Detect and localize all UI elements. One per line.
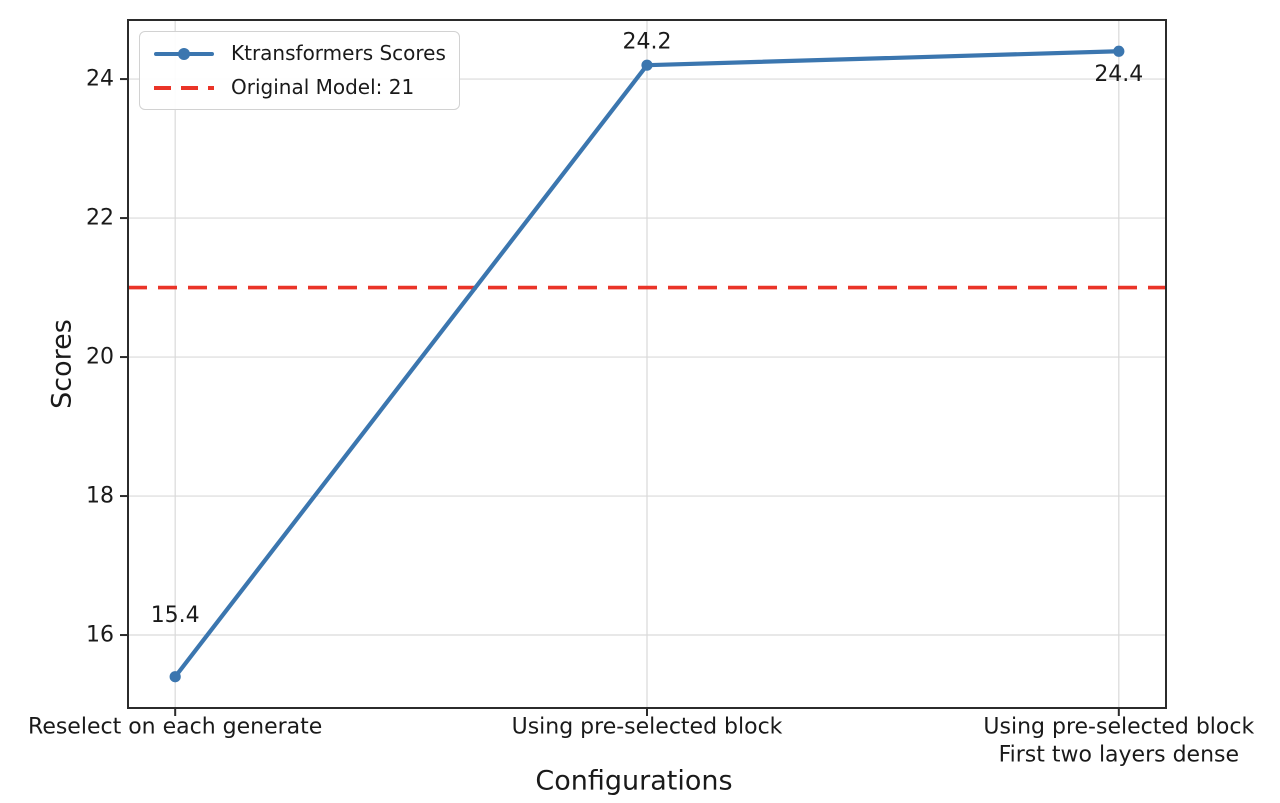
x-tick-label: Using pre-selected block bbox=[512, 715, 783, 740]
legend-line-marker-sample-icon bbox=[154, 41, 214, 66]
x-tick-label: Using pre-selected block bbox=[983, 715, 1254, 740]
x-tick-label: Reselect on each generate bbox=[28, 715, 322, 740]
data-point-marker bbox=[1113, 45, 1125, 57]
data-label: 15.4 bbox=[151, 603, 200, 628]
y-tick-label: 22 bbox=[86, 206, 114, 231]
legend-item-original-model: Original Model: 21 bbox=[154, 75, 446, 100]
legend-item-ktransformers-scores: Ktransformers Scores bbox=[154, 41, 446, 66]
legend-dashed-line-sample-icon bbox=[154, 75, 214, 100]
legend-label-reference: Original Model: 21 bbox=[231, 75, 415, 99]
y-tick-label: 18 bbox=[86, 484, 114, 509]
data-point-marker bbox=[641, 59, 653, 71]
data-label: 24.2 bbox=[623, 30, 672, 55]
x-axis-label: Configurations bbox=[535, 766, 732, 797]
y-tick-label: 16 bbox=[86, 623, 114, 648]
x-tick-label: First two layers dense bbox=[999, 743, 1239, 768]
y-axis-label: Scores bbox=[47, 319, 78, 409]
data-label: 24.4 bbox=[1094, 62, 1143, 87]
data-point-marker bbox=[169, 671, 181, 683]
y-tick-label: 20 bbox=[86, 345, 114, 370]
y-tick-label: 24 bbox=[86, 67, 114, 92]
legend: Ktransformers Scores Original Model: 21 bbox=[139, 31, 460, 110]
legend-label-series: Ktransformers Scores bbox=[231, 41, 446, 65]
